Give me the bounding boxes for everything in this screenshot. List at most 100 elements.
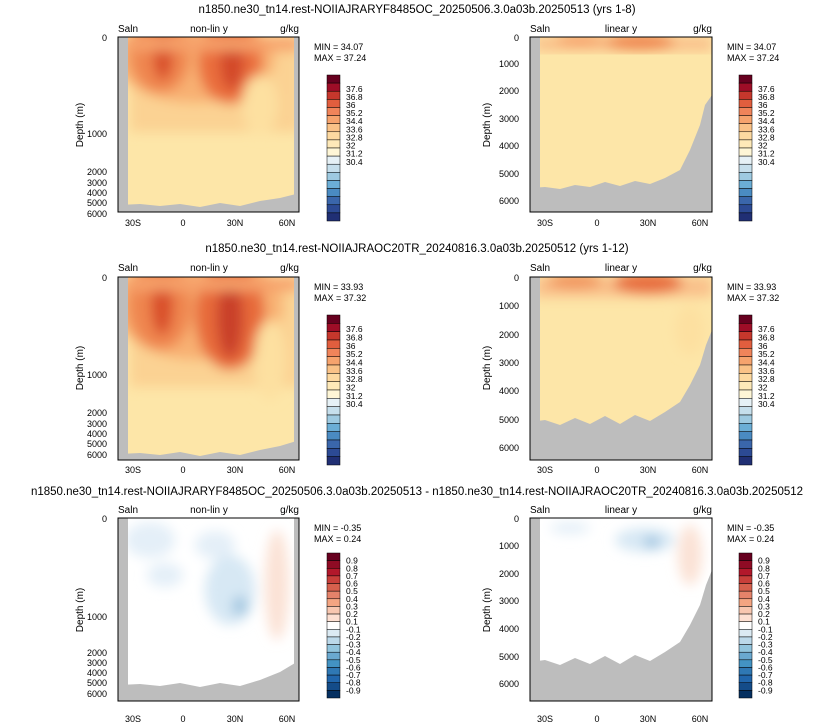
ytick: 6000 (87, 209, 107, 219)
colorbar-swatch (326, 568, 341, 577)
panel-var-label: Saln (118, 505, 138, 516)
ytick: 3000 (499, 358, 519, 368)
panel-mode-label: non-lin y (190, 263, 228, 274)
max-label: MAX = 0.24 (314, 534, 361, 544)
colorbar-swatch (738, 172, 753, 181)
colorbar-swatch (738, 568, 753, 577)
colorbar-label: -0.2 (346, 632, 361, 642)
xtick: 60N (692, 465, 709, 475)
colorbar-label: 30.4 (346, 399, 363, 409)
xtick: 30S (537, 465, 553, 475)
colorbar-label: 0.6 (758, 579, 770, 589)
colorbar-label: 31.2 (758, 149, 775, 159)
row-title-3: n1850.ne30_tn14.rest-NOIIAJRARYF8485OC_2… (31, 486, 803, 498)
panel-var-label: Saln (530, 263, 550, 274)
colorbar-label: 37.6 (758, 324, 775, 334)
panel-units-label: g/kg (693, 505, 712, 516)
max-label: MAX = 37.32 (727, 293, 779, 303)
colorbar-swatch (326, 212, 341, 222)
colorbar-label: 30.4 (758, 157, 775, 167)
colorbar-swatch (326, 414, 341, 424)
colorbar-label: -0.7 (758, 670, 773, 680)
ytick: 4000 (499, 141, 519, 151)
panel-3-right: Saln linear y g/kg Depth (m) 0 1000 2000… (482, 505, 713, 724)
y-axis-label: Depth (m) (482, 103, 493, 147)
colorbar-label: 35.2 (758, 349, 775, 359)
colorbar-swatch (326, 172, 341, 181)
ytick: 0 (514, 33, 519, 43)
colorbar-label: 30.4 (758, 399, 775, 409)
colorbar-swatch (738, 123, 753, 133)
colorbar-swatch (738, 331, 753, 341)
colorbar-label: 35.2 (346, 108, 363, 118)
colorbar-label: 0.6 (346, 579, 358, 589)
colorbar-swatch (738, 583, 753, 592)
colorbar-swatch (738, 364, 753, 374)
ytick: 4000 (499, 624, 519, 634)
ytick: 2000 (87, 408, 107, 418)
colorbar-label: 36 (758, 100, 768, 110)
colorbar-label: -0.5 (346, 655, 361, 665)
max-label: MAX = 0.24 (727, 534, 774, 544)
colorbar-swatch (738, 674, 753, 683)
colorbar-swatch (738, 423, 753, 432)
colorbar-swatch (326, 682, 341, 691)
ytick: 2000 (87, 167, 107, 177)
panel-units-label: g/kg (280, 24, 299, 35)
colorbar-swatch (326, 331, 341, 341)
ytick: 1000 (499, 59, 519, 69)
colorbar-swatch (738, 188, 753, 197)
colorbar-label: 0.5 (758, 586, 770, 596)
ytick: 5000 (499, 169, 519, 179)
colorbar-swatch (326, 90, 341, 100)
colorbar-swatch (326, 613, 341, 622)
colorbar-swatch (738, 439, 753, 449)
colorbar-swatch (326, 155, 341, 165)
colorbar-swatch (326, 552, 341, 561)
colorbar-swatch (326, 448, 341, 457)
ytick: 0 (102, 514, 107, 524)
colorbar-swatch (738, 590, 753, 600)
ytick: 1000 (499, 301, 519, 311)
colorbar-swatch (738, 398, 753, 407)
xtick: 60N (279, 465, 296, 475)
ytick: 0 (514, 514, 519, 524)
colorbar-swatch (326, 674, 341, 683)
colorbar-swatch (326, 74, 341, 84)
colorbar-swatch (326, 606, 341, 615)
colorbar-swatch (738, 155, 753, 165)
ytick: 2000 (499, 569, 519, 579)
colorbar-label: 0.1 (758, 617, 770, 627)
colorbar-swatch (738, 651, 753, 661)
panel-3-left: Saln non-lin y g/kg Depth (m) 0 1000 200… (75, 505, 300, 724)
colorbar-swatch (738, 90, 753, 100)
colorbar-swatch (326, 423, 341, 432)
ytick: 0 (514, 273, 519, 283)
colorbar-label: 0.5 (346, 586, 358, 596)
colorbar-label: 33.6 (346, 124, 363, 134)
colorbar-label: 36 (758, 341, 768, 351)
ytick: 5000 (499, 415, 519, 425)
colorbar-label: 36.8 (758, 92, 775, 102)
max-label: MAX = 37.24 (727, 53, 779, 63)
panel-mode-label: linear y (605, 263, 637, 274)
colorbar-label: 32 (346, 141, 356, 151)
colorbar-swatch (326, 131, 341, 141)
panel-var-label: Saln (118, 24, 138, 35)
colorbar-swatch (738, 636, 753, 645)
colorbar-swatch (326, 163, 341, 173)
colorbar-label: 0.2 (346, 609, 358, 619)
colorbar-label: 34.4 (346, 358, 363, 368)
colorbar-swatch (738, 356, 753, 366)
colorbar-swatch (738, 131, 753, 141)
colorbar-swatch (738, 621, 753, 630)
colorbar-label: 0.3 (346, 601, 358, 611)
colorbar-swatch (738, 414, 753, 424)
colorbar-label: -0.1 (346, 624, 361, 634)
xtick: 60N (279, 218, 296, 228)
colorbar-swatch (738, 339, 753, 349)
colorbar-label: -0.9 (758, 685, 773, 695)
panel-var-label: Saln (530, 505, 550, 516)
ytick: 0 (102, 33, 107, 43)
colorbar-swatch (738, 659, 753, 668)
